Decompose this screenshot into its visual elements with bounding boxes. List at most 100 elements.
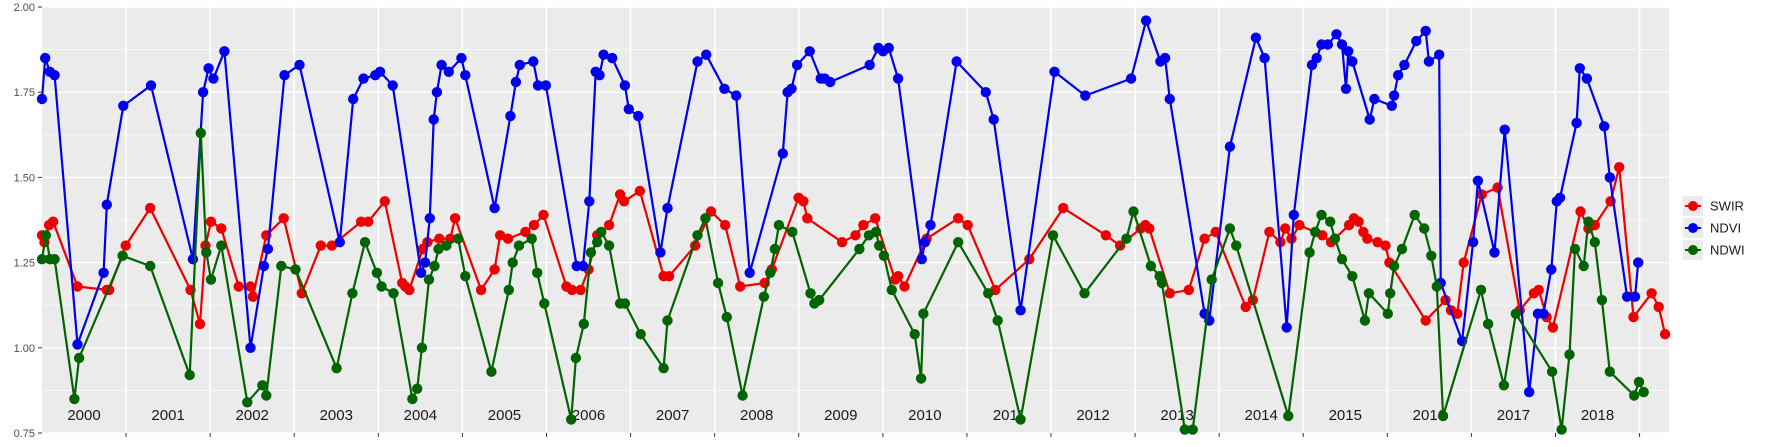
legend-label: NDVI	[1710, 221, 1741, 236]
series-swir-point	[245, 281, 256, 292]
series-ndvi-point	[1336, 39, 1348, 50]
series-ndwi-point	[1336, 254, 1348, 265]
series-ndwi-point	[566, 414, 577, 425]
series-ndwi-point	[1498, 380, 1510, 391]
series-ndwi-point	[1179, 424, 1191, 435]
series-swir-point	[475, 284, 487, 296]
series-ndvi-point	[415, 267, 427, 278]
series-ndwi-point	[658, 363, 669, 374]
series-ndvi-point	[1140, 15, 1152, 26]
series-ndvi-point	[187, 254, 199, 265]
series-swir-point	[1362, 233, 1373, 244]
y-tick-label: 1.75	[14, 87, 35, 99]
series-ndwi-point	[773, 219, 785, 231]
series-ndvi-point	[1574, 63, 1586, 74]
series-swir-point	[1280, 223, 1291, 234]
series-ndwi-point	[1556, 424, 1567, 435]
series-ndvi-point	[424, 213, 435, 224]
series-ndwi-point	[532, 267, 543, 278]
series-ndwi-point	[1385, 288, 1396, 299]
year-label: 2010	[908, 407, 941, 424]
series-swir-point	[233, 281, 244, 292]
series-swir-point	[1614, 162, 1625, 173]
series-ndvi-point	[594, 70, 605, 81]
series-ndwi-point	[205, 274, 217, 285]
series-ndvi-point	[1546, 264, 1557, 275]
series-ndwi-point	[814, 294, 825, 306]
series-ndwi-point	[290, 264, 301, 275]
series-ndvi-point	[203, 63, 214, 74]
series-ndvi-point	[294, 59, 305, 71]
series-ndwi-point	[578, 318, 589, 330]
legend-label: NDWI	[1710, 243, 1745, 258]
series-ndwi-point	[909, 329, 920, 340]
series-ndwi-point	[596, 226, 607, 238]
y-tick-label: 1.50	[14, 172, 35, 184]
series-swir-point	[850, 230, 861, 241]
series-ndvi-point	[101, 199, 113, 210]
series-swir-point	[836, 237, 848, 248]
year-label: 2015	[1329, 407, 1362, 424]
series-swir-point	[1353, 216, 1364, 227]
series-ndvi-point	[456, 52, 467, 64]
series-swir-point	[870, 213, 881, 224]
series-swir-point	[634, 185, 646, 197]
series-ndvi-point	[692, 56, 703, 67]
series-ndvi-point	[951, 56, 962, 67]
series-ndwi-point	[1015, 414, 1026, 425]
series-ndvi-point	[701, 49, 712, 60]
series-ndwi-point	[1475, 284, 1487, 296]
series-ndvi-point	[916, 254, 927, 265]
series-swir-point	[1144, 223, 1155, 234]
series-ndvi-point	[419, 257, 431, 268]
y-tick-label: 1.00	[14, 343, 35, 355]
series-swir-point	[502, 233, 514, 244]
series-ndwi-point	[1231, 240, 1242, 251]
series-ndvi-point	[1621, 291, 1633, 302]
legend-item-swir: SWIR	[1683, 196, 1744, 216]
series-swir-point	[528, 219, 540, 231]
series-ndvi-point	[1015, 305, 1026, 316]
series-ndwi-point	[433, 243, 444, 255]
series-swir-point	[1420, 315, 1431, 326]
series-ndwi-point	[692, 230, 703, 241]
series-swir-point	[538, 209, 549, 221]
series-ndvi-point	[489, 202, 500, 214]
series-ndwi-point	[1187, 424, 1198, 435]
series-ndwi-point	[201, 247, 212, 258]
series-ndvi-point	[598, 49, 609, 60]
series-ndwi-point	[1604, 366, 1616, 377]
series-ndwi-point	[1382, 308, 1394, 319]
series-swir-point	[489, 264, 500, 275]
series-swir-point	[1659, 329, 1671, 340]
series-ndvi-point	[919, 237, 931, 248]
series-ndwi-point	[216, 240, 227, 251]
series-ndvi-point	[1423, 56, 1435, 67]
series-ndvi-point	[607, 52, 618, 64]
series-ndwi-point	[1578, 260, 1589, 272]
year-label: 2012	[1076, 407, 1109, 424]
series-ndwi-point	[1546, 366, 1558, 377]
y-tick-label: 1.25	[14, 258, 35, 270]
series-swir-point	[603, 219, 615, 231]
series-ndvi-point	[258, 260, 270, 272]
series-swir-point	[953, 213, 964, 224]
series-ndwi-point	[416, 342, 428, 353]
series-ndvi-point	[145, 80, 157, 91]
series-ndwi-point	[1128, 206, 1139, 217]
series-ndwi-point	[195, 127, 206, 139]
series-swir-point	[247, 291, 259, 302]
series-swir-point	[899, 281, 910, 292]
series-ndvi-point	[1125, 73, 1137, 84]
series-ndvi-point	[1581, 73, 1593, 84]
series-ndwi-point	[592, 237, 603, 248]
series-ndvi-point	[655, 247, 666, 258]
series-ndwi-point	[570, 352, 582, 364]
series-ndvi-point	[1604, 172, 1616, 183]
series-swir-point	[1164, 288, 1176, 299]
series-ndwi-point	[1564, 349, 1575, 360]
series-swir-point	[434, 233, 445, 244]
series-ndvi-point	[791, 59, 803, 71]
series-ndvi-point	[1322, 39, 1334, 50]
